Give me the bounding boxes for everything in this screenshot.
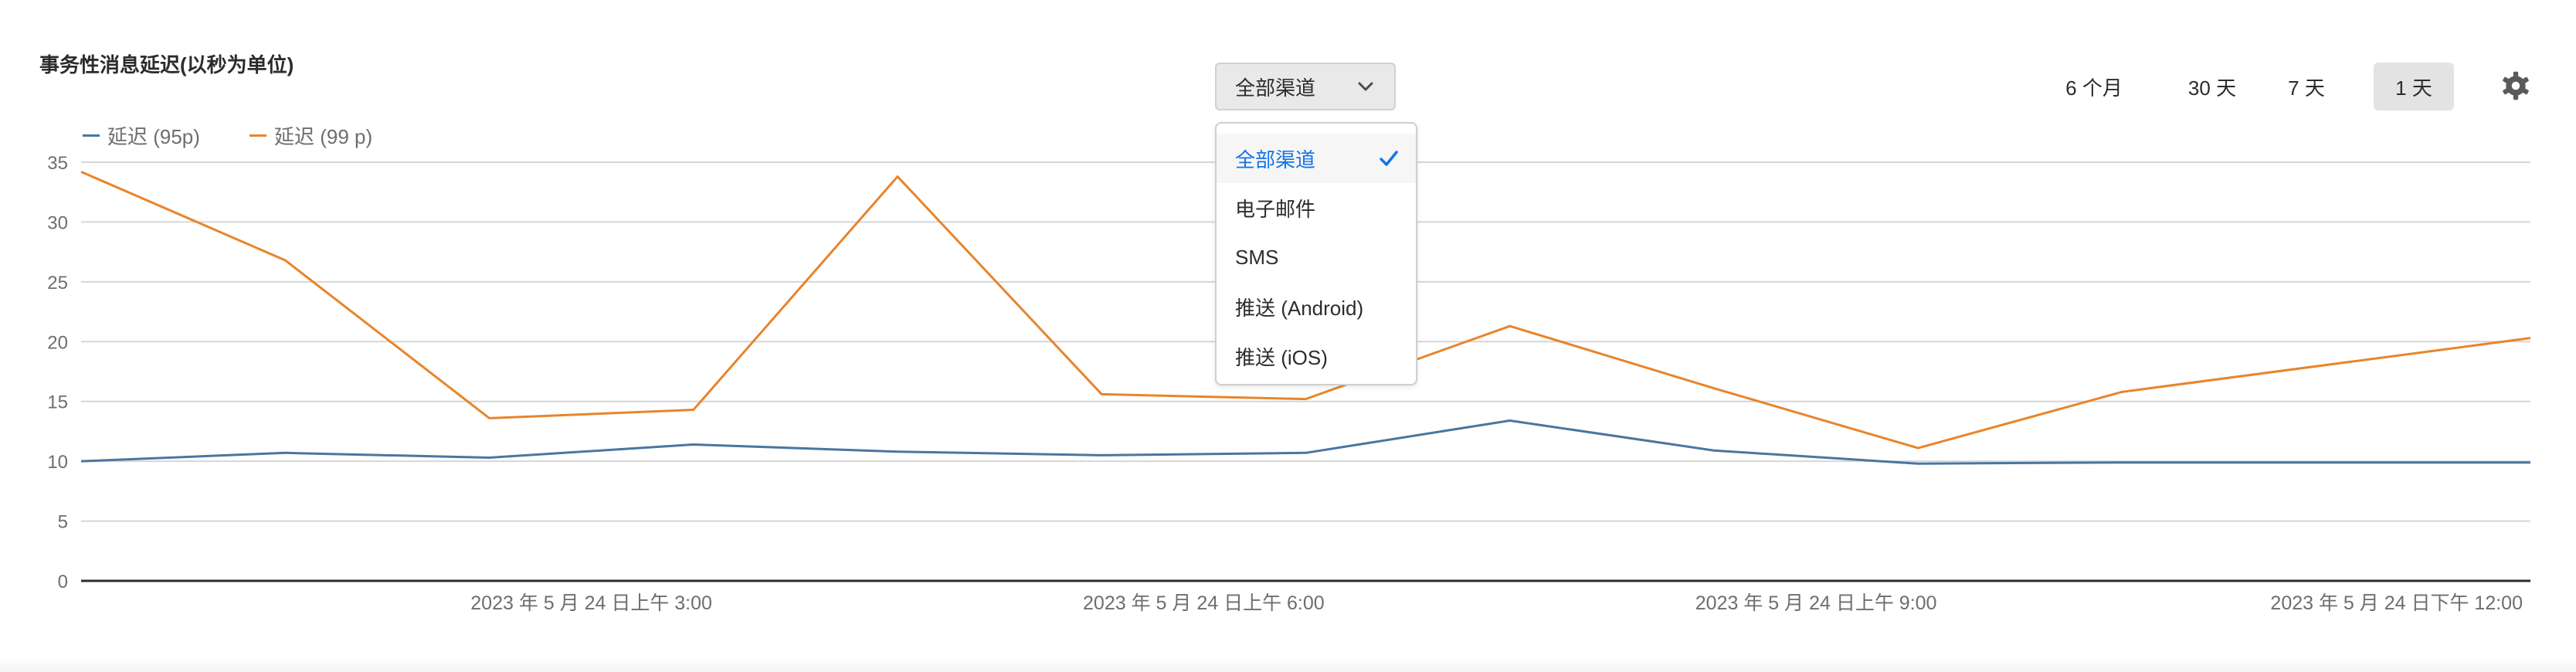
series-line-p99 bbox=[80, 171, 2531, 450]
chevron-down-icon bbox=[1358, 82, 1373, 91]
range-7-days-button[interactable]: 7 天 bbox=[2288, 76, 2325, 100]
channel-option-label: SMS bbox=[1235, 245, 1279, 269]
channel-option-email[interactable]: 电子邮件 bbox=[1217, 183, 1416, 232]
chart-title: 事务性消息延迟(以秒为单位) bbox=[39, 53, 294, 76]
x-tick-label: 2023 年 5 月 24 日上午 6:00 bbox=[1083, 592, 1325, 614]
legend-p99[interactable]: 延迟 (99 p) bbox=[249, 121, 372, 150]
range-1-day-button[interactable]: 1 天 bbox=[2374, 63, 2454, 110]
x-tick-label: 2023 年 5 月 24 日上午 9:00 bbox=[1695, 592, 1937, 614]
checkmark-icon bbox=[1380, 151, 1398, 166]
legend-p99-label: 延迟 (99 p) bbox=[274, 125, 373, 148]
y-tick-label: 15 bbox=[47, 392, 68, 413]
channel-option-push-ios[interactable]: 推送 (iOS) bbox=[1217, 331, 1416, 381]
y-tick-label: 35 bbox=[47, 153, 68, 174]
y-tick-label: 5 bbox=[58, 512, 68, 533]
channel-option-label: 电子邮件 bbox=[1235, 197, 1316, 221]
legend-p95-swatch bbox=[83, 134, 100, 137]
channel-option-sms[interactable]: SMS bbox=[1217, 232, 1416, 282]
y-tick-label: 25 bbox=[47, 273, 68, 294]
x-tick-label: 2023 年 5 月 24 日上午 3:00 bbox=[470, 592, 712, 614]
gear-icon[interactable] bbox=[2501, 71, 2530, 100]
x-tick-label: 2023 年 5 月 24 日下午 12:00 bbox=[2270, 592, 2523, 614]
legend-p95[interactable]: 延迟 (95p) bbox=[83, 121, 200, 150]
series-line-p95 bbox=[80, 419, 2530, 465]
channel-option-push-android[interactable]: 推送 (Android) bbox=[1217, 282, 1416, 331]
legend-p99-swatch bbox=[249, 134, 266, 137]
channel-option-label: 全部渠道 bbox=[1235, 148, 1316, 171]
y-tick-label: 0 bbox=[58, 572, 68, 592]
y-tick-label: 30 bbox=[47, 212, 68, 233]
range-6-months-button[interactable]: 6 个月 bbox=[2065, 76, 2123, 100]
channel-dropdown-menu: 全部渠道 电子邮件 SMS 推送 (Android) 推送 (iOS) bbox=[1215, 122, 1417, 385]
channel-option-label: 推送 (iOS) bbox=[1235, 345, 1328, 369]
card-bottom-edge bbox=[0, 658, 2576, 672]
channel-select[interactable]: 全部渠道 bbox=[1215, 63, 1396, 110]
channel-option-all[interactable]: 全部渠道 bbox=[1217, 134, 1416, 183]
range-30-days-button[interactable]: 30 天 bbox=[2187, 76, 2237, 100]
channel-option-label: 推送 (Android) bbox=[1235, 296, 1364, 320]
channel-select-value: 全部渠道 bbox=[1235, 76, 1316, 100]
y-tick-label: 20 bbox=[47, 332, 68, 353]
y-tick-label: 10 bbox=[47, 452, 68, 473]
legend-p95-label: 延迟 (95p) bbox=[107, 125, 200, 148]
